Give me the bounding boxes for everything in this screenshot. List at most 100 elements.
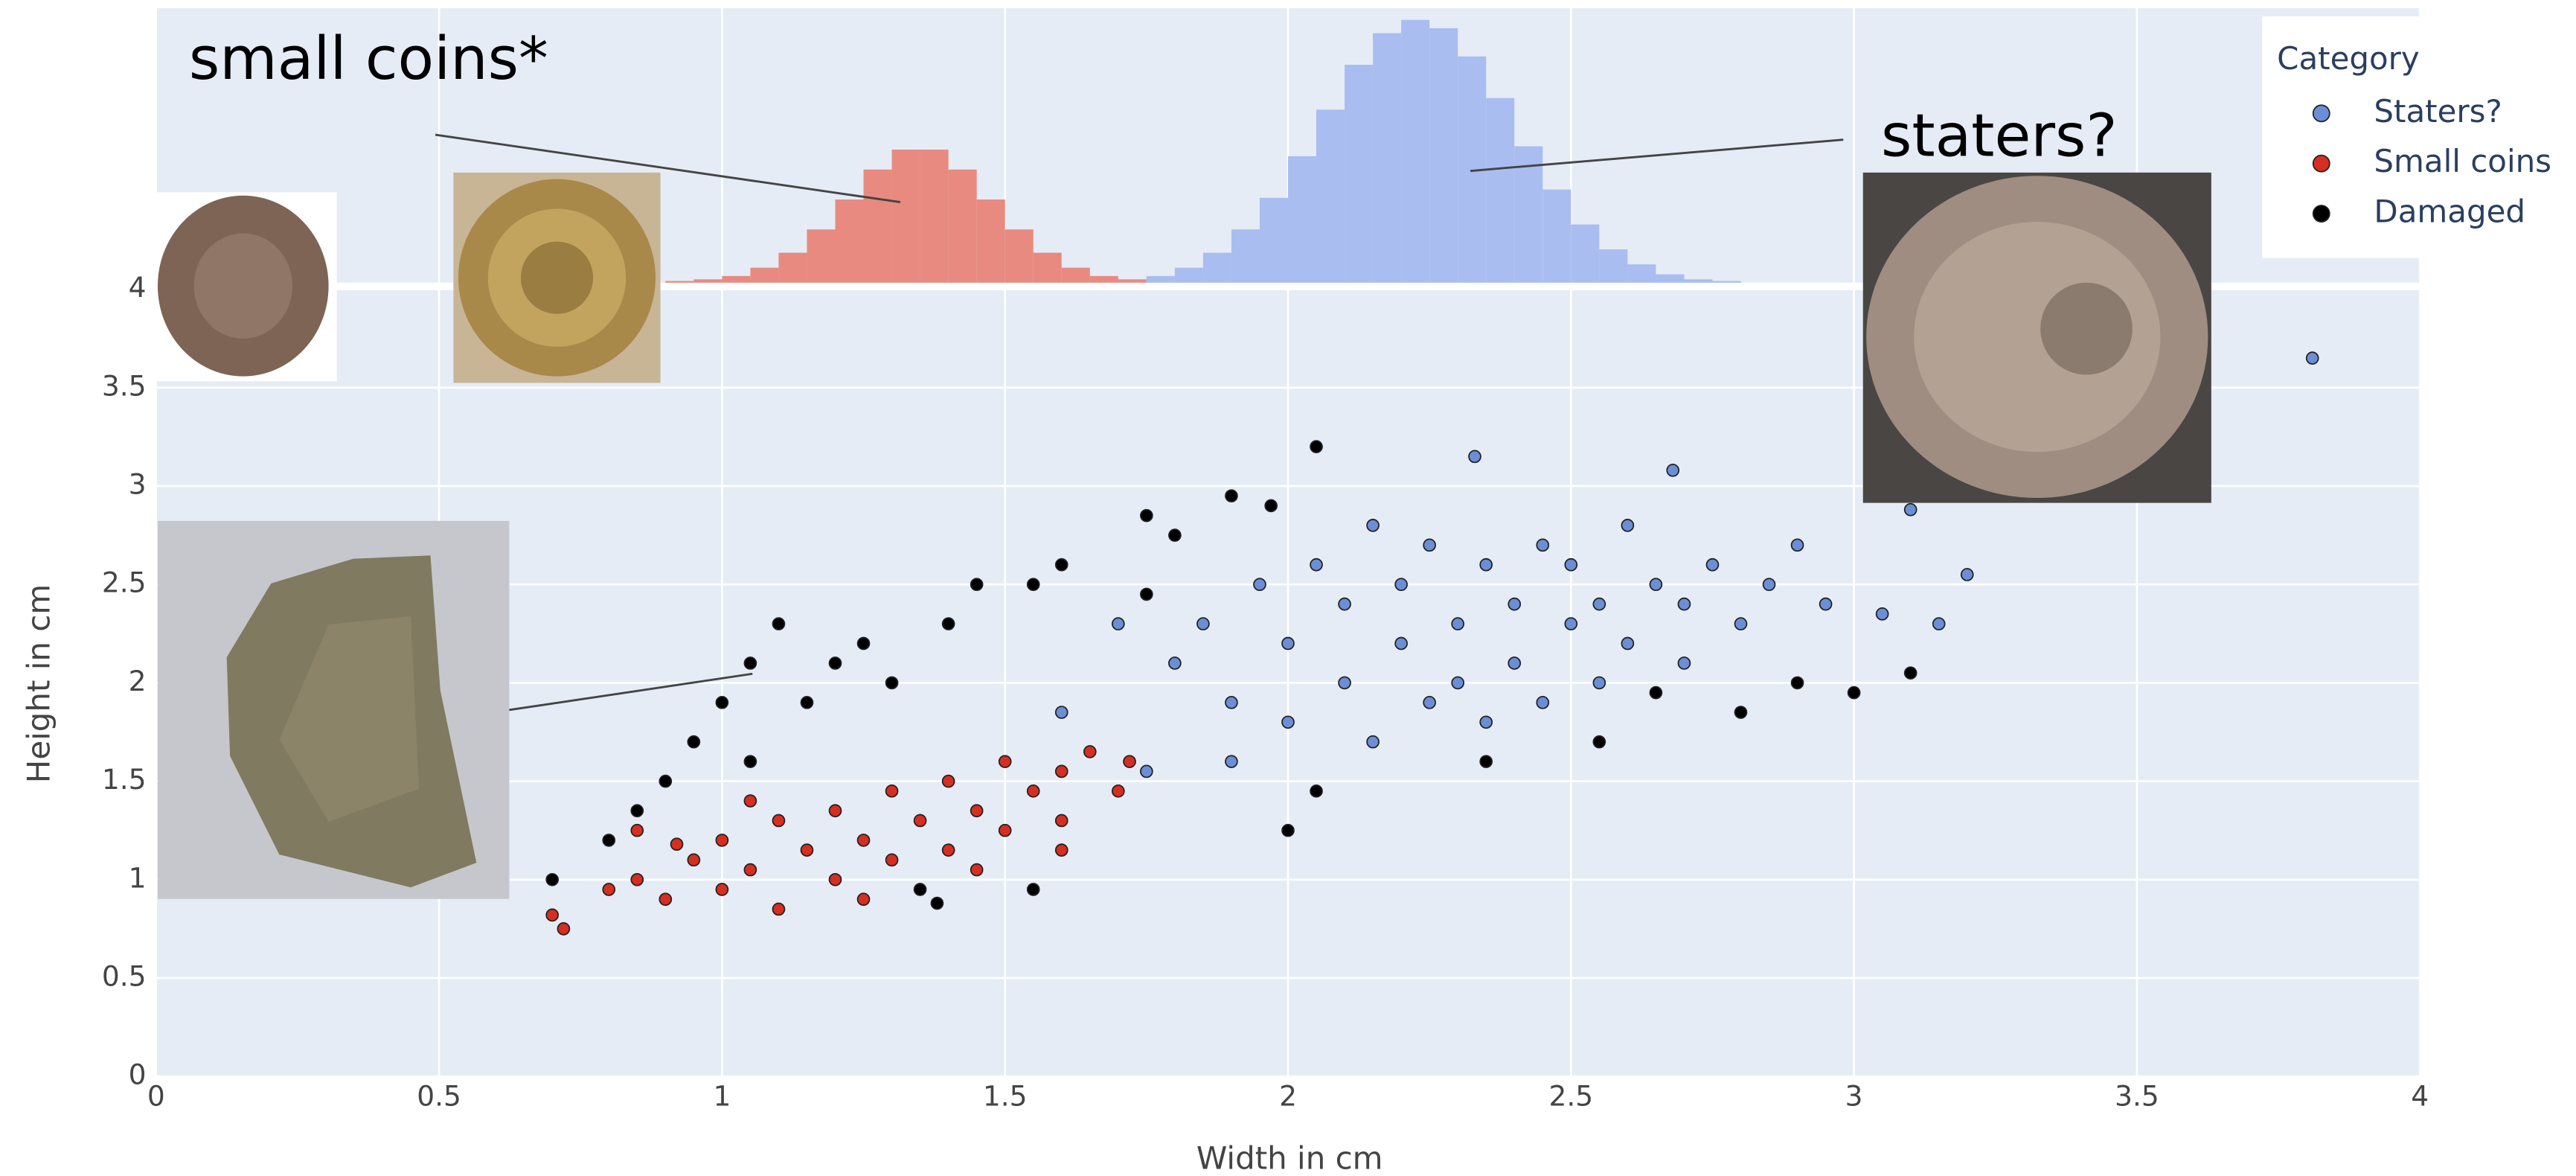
point — [856, 636, 871, 651]
x-tick-label: 2 — [1279, 1079, 1297, 1112]
point — [1621, 636, 1635, 651]
x-tick-label: 3 — [1845, 1079, 1863, 1112]
histogram-bar — [863, 169, 892, 283]
histogram-bar — [1174, 267, 1203, 283]
point — [602, 834, 616, 847]
point — [772, 902, 786, 916]
point — [715, 883, 729, 896]
point — [941, 774, 955, 788]
point — [1649, 578, 1663, 592]
histogram-bar — [1542, 189, 1571, 283]
point — [659, 774, 673, 788]
point — [1666, 464, 1680, 477]
point — [1083, 745, 1097, 758]
point — [1903, 666, 1917, 680]
y-axis-title: Height in cm — [21, 584, 57, 783]
point — [885, 784, 899, 798]
point — [1451, 617, 1465, 630]
legend-label: Damaged — [2374, 194, 2525, 230]
coin-image — [1862, 172, 2211, 503]
point — [1310, 784, 1323, 798]
point — [1366, 735, 1380, 749]
point — [800, 843, 814, 857]
point — [941, 617, 955, 630]
point — [1366, 519, 1380, 532]
histogram-bar — [948, 169, 977, 283]
histogram-bar — [1429, 28, 1458, 283]
point — [743, 755, 757, 768]
point — [1054, 706, 1068, 719]
point — [772, 814, 786, 828]
y-tick-label: 0.5 — [102, 959, 147, 992]
point — [1819, 597, 1833, 611]
histogram-bar — [1259, 197, 1288, 283]
point — [1140, 508, 1153, 523]
point — [1281, 715, 1295, 729]
point — [1225, 755, 1238, 768]
point — [1592, 676, 1606, 690]
legend: Category Staters? Small coins Damaged — [2262, 16, 2572, 258]
coin-image — [157, 520, 510, 899]
annotation: staters? — [1881, 101, 2118, 170]
x-tick-label: 1 — [713, 1079, 731, 1112]
point — [1310, 440, 1323, 453]
point — [1790, 676, 1804, 690]
point — [1564, 617, 1578, 630]
point — [828, 656, 842, 670]
histogram-bar — [722, 275, 751, 283]
histogram-bar — [1684, 279, 1713, 283]
point — [1508, 656, 1522, 670]
point — [1225, 696, 1238, 709]
histogram-bar — [807, 229, 836, 283]
point — [1479, 557, 1493, 572]
point — [1253, 578, 1266, 592]
point — [630, 823, 644, 837]
histogram-bar — [1401, 19, 1430, 283]
annotation-arrow — [1470, 138, 1844, 173]
point — [1847, 686, 1861, 700]
point — [545, 908, 560, 922]
y-tick-label: 4 — [129, 271, 147, 304]
x-axis-title: Width in cm — [1196, 1140, 1383, 1176]
histogram-bar — [891, 149, 920, 283]
point — [1338, 676, 1351, 690]
point — [1903, 502, 1917, 517]
legend-marker — [2312, 205, 2330, 223]
point — [1394, 636, 1408, 651]
point — [670, 837, 684, 851]
histogram-bar — [1712, 281, 1741, 283]
point — [545, 872, 560, 886]
point — [1140, 587, 1153, 601]
y-tick-label: 3.5 — [102, 369, 147, 402]
histogram-bar — [1231, 229, 1260, 283]
histogram-bar — [693, 279, 723, 283]
annotation: small coins* — [189, 24, 548, 93]
point — [913, 883, 927, 896]
histogram — [665, 19, 1741, 283]
point — [1054, 843, 1068, 857]
point — [1026, 578, 1040, 592]
y-tick-label: 2 — [129, 665, 147, 697]
y-tick-label: 0 — [129, 1058, 147, 1091]
histogram-bar — [1061, 267, 1090, 283]
histogram-bar — [1316, 109, 1345, 283]
x-tick-label: 1.5 — [983, 1079, 1028, 1112]
histogram-bar — [750, 267, 779, 283]
point — [1168, 528, 1182, 542]
histogram-bar — [1005, 229, 1034, 283]
point — [1875, 607, 1889, 621]
point — [1677, 597, 1691, 611]
point — [800, 696, 814, 709]
point — [1592, 597, 1606, 611]
point — [1026, 784, 1040, 798]
histogram-bar — [1089, 275, 1118, 283]
point — [1111, 784, 1125, 798]
x-tick-label: 3.5 — [2115, 1079, 2159, 1112]
legend-label: Small coins — [2374, 143, 2551, 179]
point — [941, 843, 955, 857]
point — [1225, 489, 1238, 503]
point — [715, 834, 729, 847]
points — [545, 351, 2319, 936]
point — [743, 863, 757, 877]
